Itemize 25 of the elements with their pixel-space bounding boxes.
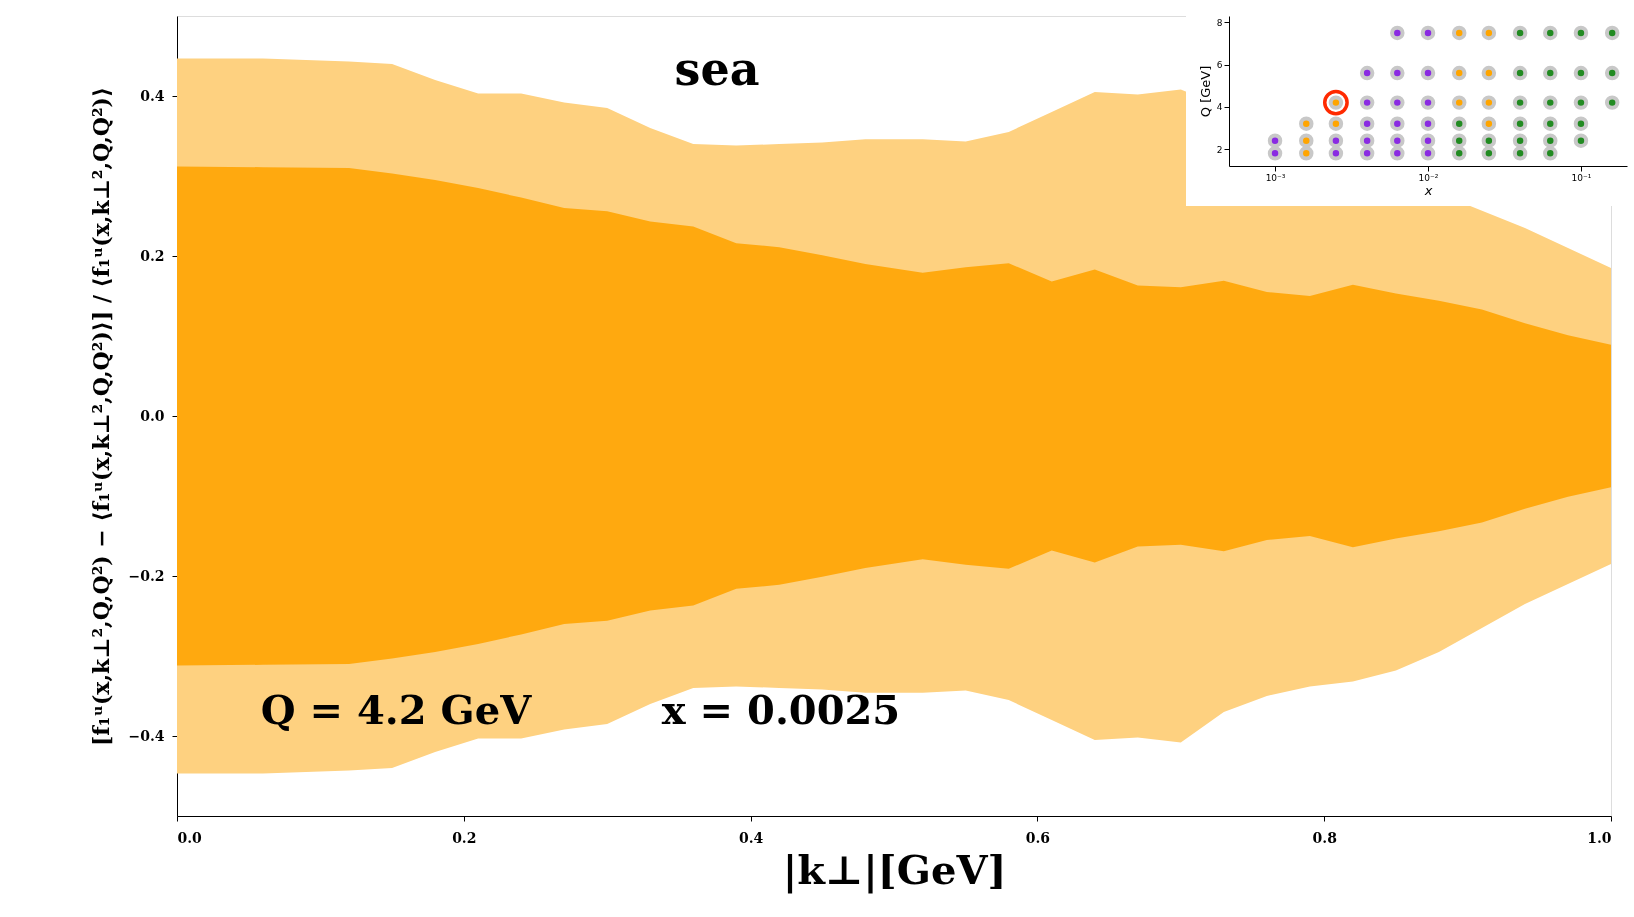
annotation: sea [674,42,760,96]
y-axis-title: [f₁ᵘ(x,k⊥²,Q,Q²) − ⟨f₁ᵘ(x,k⊥²,Q,Q²)⟩] / ⟨f₁ᵘ(x,k⊥²,Q,Q²)⟩ [88,86,115,747]
x-tick-label: 0.4 [738,829,764,846]
y-tick-label: 8 [1216,17,1223,28]
annotation: Q = 4.2 GeV [260,686,533,733]
y-tick-label: −0.2 [128,567,165,584]
y-tick-label: 2 [1216,144,1223,155]
x-tick-label: 0.6 [1025,829,1051,846]
x-axis-title: x [1423,182,1433,198]
y-tick-label: 0.4 [140,87,165,104]
y-tick-label: 0.2 [140,247,165,264]
x-tick-label: 10⁻¹ [1571,172,1592,183]
annotation: x = 0.0025 [661,686,901,733]
x-tick-label: 0.8 [1312,829,1337,846]
x-axis-title: |k⊥|[GeV] [782,845,1007,894]
y-tick-label: 4 [1216,102,1223,113]
x-tick-label: 0.0 [177,829,203,846]
y-tick-label: −0.4 [128,727,165,744]
y-axis-title: Q [GeV] [1197,65,1213,118]
x-tick-label: 10⁻³ [1265,172,1286,183]
x-tick-label: 10⁻² [1418,172,1439,183]
x-tick-label: 0.2 [452,829,477,846]
y-tick-label: 0.0 [140,407,165,424]
x-tick-label: 1.0 [1587,829,1612,846]
y-tick-label: 6 [1216,60,1223,71]
